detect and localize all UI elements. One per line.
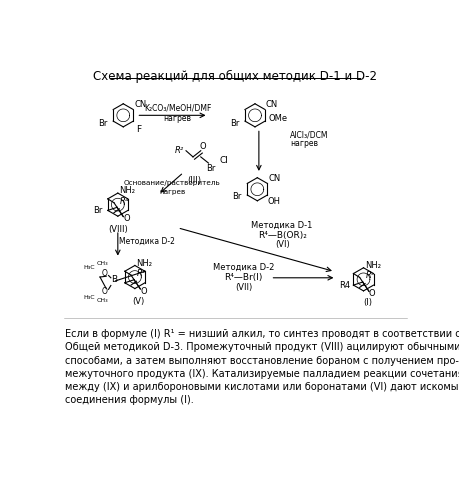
Text: R²: R² [175, 146, 185, 155]
Text: нагрев: нагрев [159, 189, 185, 195]
Text: нагрев: нагрев [290, 139, 318, 148]
Text: CN: CN [135, 100, 147, 109]
Text: O: O [140, 287, 147, 296]
Text: Схема реакций для общих методик D-1 и D-2: Схема реакций для общих методик D-1 и D-… [93, 70, 377, 83]
Text: O: O [200, 142, 207, 151]
Text: нагрев: нагрев [163, 114, 191, 123]
Text: способами, а затем выполняют восстановление бораном с получением про-: способами, а затем выполняют восстановле… [65, 356, 459, 366]
Text: CN: CN [268, 174, 280, 183]
Text: соединения формулы (I).: соединения формулы (I). [65, 395, 194, 405]
Text: B: B [111, 275, 117, 284]
Text: CH₃: CH₃ [96, 261, 108, 266]
Text: Общей методикой D-3. Промежуточный продукт (VIII) ацилируют обычными: Общей методикой D-3. Промежуточный проду… [65, 342, 459, 352]
Text: Методика D-1: Методика D-1 [252, 221, 313, 230]
Text: Основание/растворитель: Основание/растворитель [123, 180, 220, 186]
Text: O: O [102, 268, 107, 277]
Text: Br: Br [98, 119, 108, 128]
Text: O: O [369, 289, 375, 298]
Text: H₃C: H₃C [84, 264, 95, 269]
Text: (III): (III) [187, 176, 201, 185]
Text: NH₂: NH₂ [136, 258, 152, 267]
Text: Методика D-2: Методика D-2 [119, 237, 175, 246]
Text: AlCl₃/DCM: AlCl₃/DCM [290, 130, 328, 139]
Text: OMe: OMe [269, 114, 288, 123]
Text: между (IX) и арилбороновыми кислотами или боронатами (VI) дают искомые: между (IX) и арилбороновыми кислотами ил… [65, 382, 459, 392]
Text: Br: Br [206, 164, 216, 173]
Text: H₃C: H₃C [84, 295, 95, 300]
Text: межуточного продукта (IX). Катализируемые палладием реакции сочетания: межуточного продукта (IX). Катализируемы… [65, 369, 459, 379]
Text: O: O [102, 287, 107, 296]
Text: Cl: Cl [219, 156, 229, 165]
Text: R⁴: R⁴ [120, 197, 129, 206]
Text: (VII): (VII) [235, 282, 252, 291]
Text: R4: R4 [339, 281, 351, 290]
Text: Br: Br [230, 119, 240, 128]
Text: NH₂: NH₂ [119, 186, 135, 195]
Text: Методика D-2: Методика D-2 [213, 263, 274, 272]
Text: K₂CO₃/MeOH/DMF: K₂CO₃/MeOH/DMF [144, 104, 211, 113]
Text: Br: Br [233, 193, 242, 202]
Text: CH₃: CH₃ [96, 298, 108, 303]
Text: R²: R² [137, 269, 146, 278]
Text: F: F [136, 125, 141, 134]
Text: R⁴—Br(I): R⁴—Br(I) [224, 273, 263, 282]
Text: Rˢ: Rˢ [366, 271, 375, 280]
Text: R⁴—B(OR)₂: R⁴—B(OR)₂ [257, 231, 307, 240]
Text: CN: CN [266, 100, 278, 109]
Text: (I): (I) [363, 298, 372, 307]
Text: (VIII): (VIII) [108, 225, 128, 234]
Text: OH: OH [268, 197, 281, 206]
Text: (V): (V) [133, 297, 145, 306]
Text: Br: Br [93, 206, 102, 215]
Text: NH₂: NH₂ [365, 261, 381, 270]
Text: Если в формуле (I) R¹ = низший алкил, то синтез проводят в соответствии с: Если в формуле (I) R¹ = низший алкил, то… [65, 329, 459, 339]
Text: (VI): (VI) [275, 240, 290, 249]
Text: O: O [123, 215, 130, 224]
